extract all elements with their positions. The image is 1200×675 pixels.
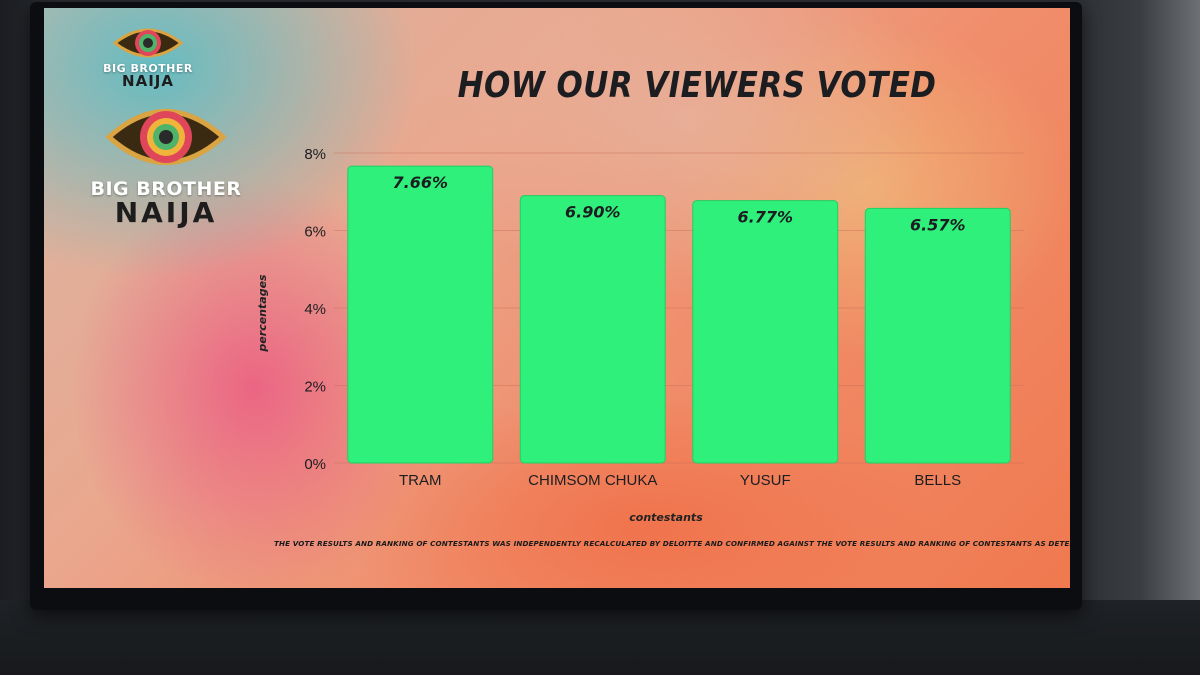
bar-tram xyxy=(347,165,494,464)
logo-small-line1: BIG BROTHER xyxy=(103,62,193,75)
y-tick-label: 0% xyxy=(304,456,326,473)
data-label: 6.77% xyxy=(737,208,793,227)
logo-large-line1: BIG BROTHER xyxy=(90,178,242,200)
data-label: 7.66% xyxy=(392,173,448,192)
bars-layer xyxy=(347,165,1011,464)
x-tick-label: TRAM xyxy=(399,472,442,489)
bar-bells xyxy=(864,207,1011,464)
data-label: 6.57% xyxy=(910,215,966,234)
logo-large-line2: NAIJA xyxy=(114,196,218,229)
y-tick-label: 4% xyxy=(304,301,326,318)
logo-small: BIG BROTHER NAIJA xyxy=(96,23,200,89)
y-tick-label: 6% xyxy=(304,224,326,241)
data-label: 6.90% xyxy=(565,203,621,222)
logo-small-line2: NAIJA xyxy=(122,72,174,90)
tv-screen: BIG BROTHER NAIJA BIG BROTHER NAIJA HOW … xyxy=(44,8,1070,588)
bar-chimsom-chuka xyxy=(519,195,666,464)
y-tick-label: 8% xyxy=(304,146,326,163)
room-floor xyxy=(0,600,1200,675)
y-tick-label: 2% xyxy=(304,379,326,396)
chart-title: HOW OUR VIEWERS VOTED xyxy=(457,65,937,106)
x-axis-label: contestants xyxy=(629,511,703,524)
bar-chart: 0% 2% 4% 6% 8% 7.66% TRAM 6.90% CHIMSOM CHUKA 6.7… xyxy=(256,146,1024,524)
logo-large: BIG BROTHER NAIJA xyxy=(86,98,246,227)
eye-logo-icon xyxy=(113,28,183,58)
eye-logo-icon xyxy=(106,109,226,165)
bar-yusuf xyxy=(692,200,839,464)
x-tick-label: BELLS xyxy=(914,472,961,489)
x-tick-label: CHIMSOM CHUKA xyxy=(528,472,657,489)
labels-layer: 0% 2% 4% 6% 8% 7.66% TRAM 6.90% CHIMSOM CHUKA 6.7… xyxy=(304,146,965,489)
y-axis-label: percentages xyxy=(256,274,269,353)
x-tick-label: YUSUF xyxy=(740,472,791,489)
footnote: THE VOTE RESULTS AND RANKING OF CONTESTA… xyxy=(274,539,1070,548)
